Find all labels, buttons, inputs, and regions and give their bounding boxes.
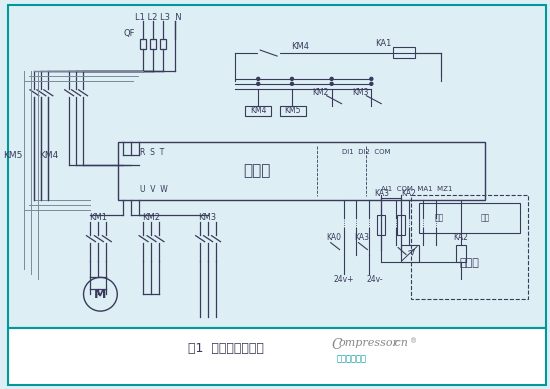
Text: KM4: KM4: [40, 151, 59, 160]
Text: KM2: KM2: [142, 213, 160, 223]
Bar: [419, 203, 520, 233]
Circle shape: [370, 82, 373, 85]
Text: KM5: KM5: [3, 151, 22, 160]
Text: M: M: [94, 288, 107, 301]
Text: 空压机: 空压机: [460, 258, 480, 268]
Text: KA1: KA1: [375, 39, 391, 47]
Text: 图1  恒压供气原理图: 图1 恒压供气原理图: [188, 342, 263, 355]
Text: KM1: KM1: [90, 213, 107, 223]
Bar: [397, 215, 405, 235]
Text: C: C: [332, 338, 342, 352]
Text: KM3: KM3: [352, 88, 368, 97]
Bar: [118, 142, 486, 200]
Bar: [160, 39, 166, 49]
Text: AI1  COM  MA1  MZ1: AI1 COM MA1 MZ1: [381, 186, 453, 192]
Text: .cn: .cn: [391, 338, 408, 348]
Bar: [140, 39, 146, 49]
Text: 24v+: 24v+: [333, 275, 354, 284]
Text: KA2: KA2: [453, 233, 468, 242]
Circle shape: [290, 82, 294, 85]
Text: 电源: 电源: [434, 213, 443, 223]
Text: 24v-: 24v-: [366, 275, 383, 284]
Text: KM3: KM3: [199, 213, 217, 223]
Bar: [8, 5, 546, 328]
Text: DI1  DI2  COM: DI1 DI2 COM: [342, 149, 390, 155]
Text: KA2: KA2: [402, 189, 416, 198]
Bar: [8, 328, 546, 385]
Text: KM5: KM5: [285, 106, 301, 115]
Bar: [377, 215, 385, 235]
Text: L1 L2 L3  N: L1 L2 L3 N: [135, 13, 182, 22]
Circle shape: [257, 77, 260, 81]
Text: KM4: KM4: [291, 42, 309, 51]
Bar: [280, 106, 306, 116]
Circle shape: [330, 77, 333, 81]
Bar: [393, 47, 415, 58]
Bar: [150, 39, 156, 49]
Bar: [401, 245, 419, 263]
Text: KA3: KA3: [354, 233, 369, 242]
Text: R  S  T: R S T: [140, 148, 164, 157]
Circle shape: [290, 77, 294, 81]
Circle shape: [257, 82, 260, 85]
Bar: [245, 106, 271, 116]
Text: 控制: 控制: [481, 213, 490, 223]
Bar: [411, 195, 528, 299]
Text: KM2: KM2: [312, 88, 329, 97]
Text: 变频器: 变频器: [244, 163, 271, 178]
Text: ompressor: ompressor: [339, 338, 399, 348]
Text: KM4: KM4: [250, 106, 266, 115]
Text: 中国压缩机网: 中国压缩机网: [337, 354, 367, 363]
Text: QF: QF: [124, 29, 135, 38]
Text: KA0: KA0: [326, 233, 341, 242]
Circle shape: [330, 82, 333, 85]
Text: U  V  W: U V W: [140, 184, 168, 194]
Circle shape: [370, 77, 373, 81]
Text: KA3: KA3: [374, 189, 389, 198]
Bar: [456, 245, 466, 263]
Text: ®: ®: [410, 337, 417, 345]
